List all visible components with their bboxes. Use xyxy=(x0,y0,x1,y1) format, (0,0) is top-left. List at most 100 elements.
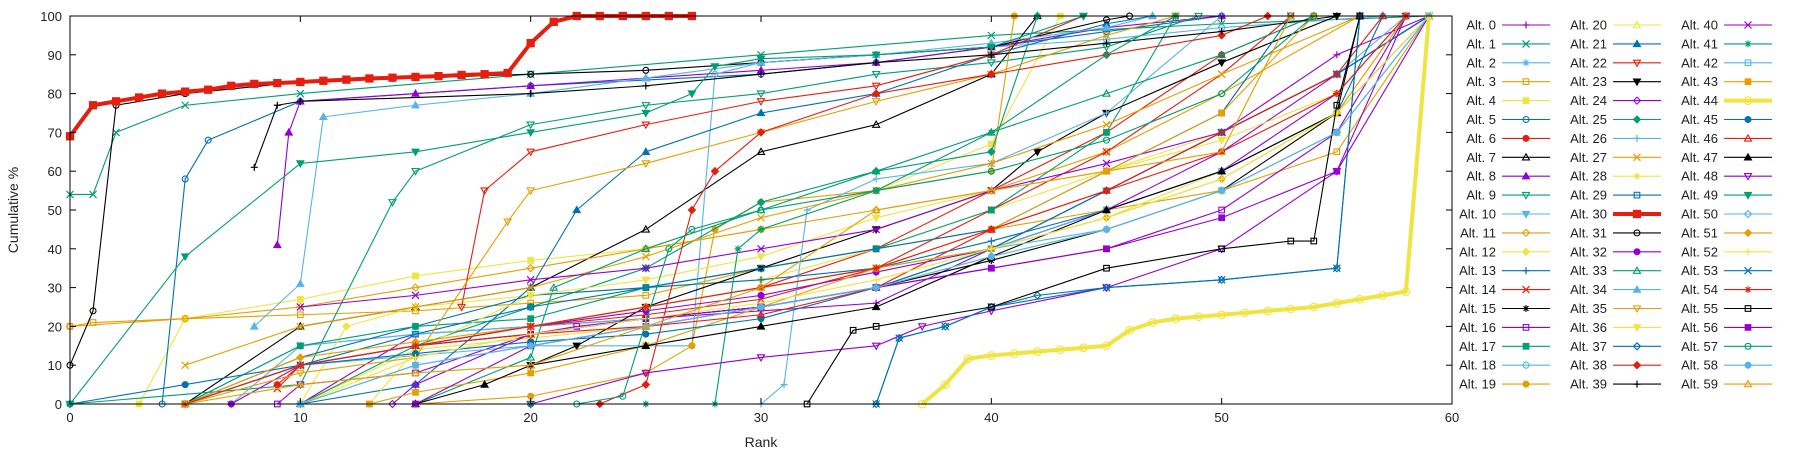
legend-label: Alt. 38 xyxy=(1570,358,1607,373)
data-point xyxy=(757,276,765,284)
data-point xyxy=(527,342,535,350)
data-point xyxy=(526,129,536,138)
data-point xyxy=(250,79,259,89)
data-point xyxy=(710,63,720,72)
data-point xyxy=(526,187,536,196)
data-point xyxy=(1743,209,1753,219)
series-line xyxy=(415,15,1315,405)
data-point xyxy=(757,315,765,323)
data-point xyxy=(895,334,904,342)
series-alt-39 xyxy=(250,12,1341,171)
data-point xyxy=(1103,39,1110,47)
data-point xyxy=(1103,129,1110,136)
data-point xyxy=(1217,136,1227,145)
data-point xyxy=(1744,286,1752,294)
legend-item: Alt. 6 xyxy=(1466,131,1550,146)
series-line xyxy=(69,15,1430,327)
data-point xyxy=(1218,206,1226,214)
data-point xyxy=(871,51,881,60)
data-point xyxy=(1103,214,1110,222)
data-point xyxy=(756,310,766,318)
x-tick-label: 40 xyxy=(984,410,998,425)
data-point xyxy=(871,82,881,91)
data-point xyxy=(526,81,536,90)
data-point xyxy=(1522,267,1530,275)
y-tick-label: 10 xyxy=(48,358,62,373)
data-point xyxy=(757,206,765,214)
data-point xyxy=(1521,247,1531,257)
data-point xyxy=(641,276,651,285)
data-point xyxy=(987,51,995,59)
data-point xyxy=(780,381,788,389)
legend-label: Alt. 49 xyxy=(1681,188,1718,203)
data-point xyxy=(526,283,535,292)
legend-label: Alt. 6 xyxy=(1466,131,1496,146)
data-point xyxy=(871,302,881,311)
x-tick-label: 0 xyxy=(66,410,73,425)
data-point xyxy=(872,284,880,292)
legend-label: Alt. 11 xyxy=(1460,225,1496,240)
data-point xyxy=(527,315,535,322)
series-line xyxy=(461,15,1084,308)
legend-label: Alt. 15 xyxy=(1459,301,1496,316)
legend-label: Alt. 37 xyxy=(1570,339,1607,354)
data-point xyxy=(641,369,651,378)
data-point xyxy=(88,101,98,110)
data-point xyxy=(757,213,765,222)
series-alt-44 xyxy=(917,11,1434,409)
legend-item: Alt. 50 xyxy=(1681,207,1772,222)
legend-label: Alt. 54 xyxy=(1681,282,1718,297)
x-tick-label: 30 xyxy=(754,410,768,425)
data-point xyxy=(526,292,536,300)
data-point xyxy=(411,72,420,82)
data-point xyxy=(734,245,742,253)
data-point xyxy=(295,369,305,378)
data-point xyxy=(871,71,881,79)
data-point xyxy=(1102,23,1111,31)
data-point xyxy=(527,369,535,377)
series-line xyxy=(69,15,1361,327)
data-point xyxy=(1632,342,1642,351)
data-point xyxy=(1633,153,1641,162)
data-point xyxy=(1217,70,1226,79)
legend-label: Alt. 2 xyxy=(1466,55,1496,70)
data-point xyxy=(872,264,880,272)
data-point xyxy=(342,322,351,331)
data-point xyxy=(872,175,880,183)
data-point xyxy=(987,128,995,136)
data-point xyxy=(1217,50,1227,58)
data-point xyxy=(296,353,305,362)
legend-item: Alt. 7 xyxy=(1466,150,1550,165)
data-point xyxy=(1522,285,1530,294)
data-point xyxy=(756,253,766,262)
data-point xyxy=(1333,90,1341,98)
legend-label: Alt. 8 xyxy=(1466,169,1496,184)
data-point xyxy=(642,292,650,299)
data-point xyxy=(412,272,419,280)
data-point xyxy=(641,321,651,330)
data-point xyxy=(411,168,420,176)
data-point xyxy=(1522,39,1530,48)
y-axis-label: Cumulative % xyxy=(5,167,21,253)
data-point xyxy=(181,175,189,183)
data-point xyxy=(871,214,881,223)
legend-item: Alt. 29 xyxy=(1570,188,1661,203)
data-point xyxy=(1217,59,1227,68)
data-point xyxy=(872,59,880,67)
legend-label: Alt. 14 xyxy=(1459,282,1496,297)
data-point xyxy=(619,392,627,400)
legend-item: Alt. 46 xyxy=(1681,131,1772,146)
data-point xyxy=(1522,380,1530,388)
data-point xyxy=(1333,128,1341,136)
data-point xyxy=(296,77,305,87)
data-point xyxy=(641,252,650,261)
legend-label: Alt. 40 xyxy=(1681,18,1718,33)
data-point xyxy=(1125,325,1134,335)
data-point xyxy=(181,101,190,110)
data-point xyxy=(963,354,973,363)
data-point xyxy=(987,31,996,40)
data-point xyxy=(227,81,236,90)
legend-label: Alt. 24 xyxy=(1570,93,1607,108)
x-tick-label: 60 xyxy=(1445,410,1459,425)
data-point xyxy=(527,70,535,78)
